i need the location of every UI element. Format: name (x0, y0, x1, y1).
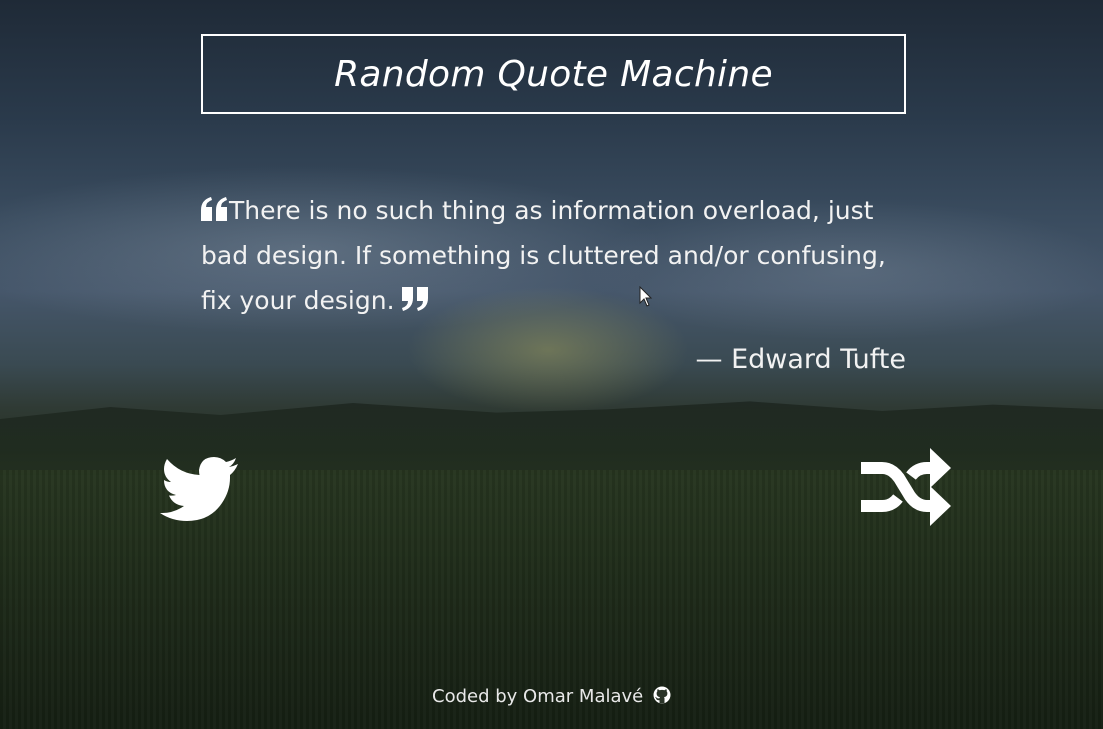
shuffle-icon[interactable] (858, 446, 952, 528)
github-icon[interactable] (653, 686, 671, 709)
quote-author: — Edward Tufte (695, 344, 907, 375)
tweet-quote-button[interactable] (160, 456, 240, 524)
twitter-icon[interactable] (160, 456, 240, 524)
footer-credit-link[interactable]: Coded by Omar Malavé (432, 686, 644, 707)
left-quote-icon (201, 197, 229, 221)
quote-block: There is no such thing as information ov… (201, 188, 906, 323)
page-title: Random Quote Machine (334, 53, 773, 95)
right-quote-icon (402, 287, 430, 311)
background-hills (0, 401, 1103, 475)
new-quote-button[interactable] (858, 446, 952, 528)
title-box: Random Quote Machine (201, 34, 906, 114)
quote-text: There is no such thing as information ov… (201, 196, 886, 315)
footer: Coded by Omar Malavé (0, 686, 1103, 709)
mouse-cursor-icon (639, 286, 653, 307)
